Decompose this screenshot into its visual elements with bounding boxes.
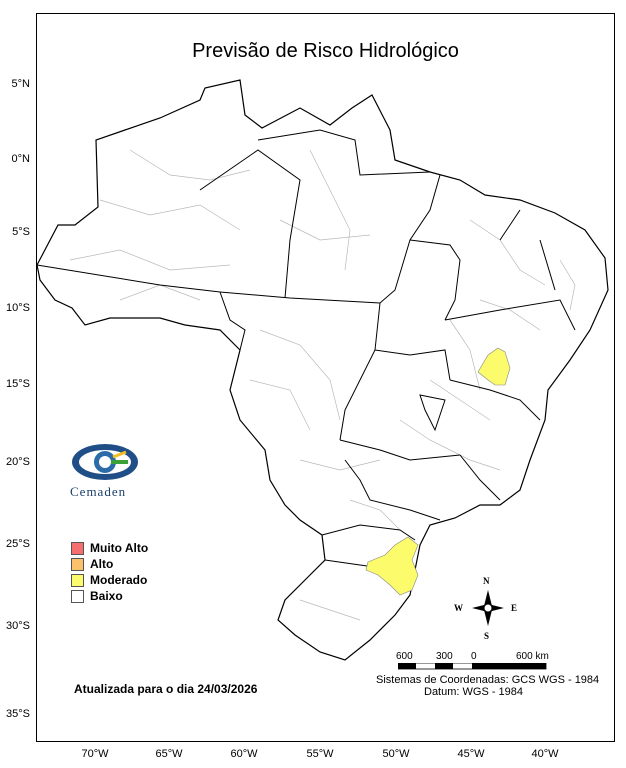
compass-s: S xyxy=(484,631,490,641)
scale-label: 600 km xyxy=(516,651,549,662)
lat-tick: 10°S xyxy=(6,302,30,314)
legend-label: Alto xyxy=(90,557,114,571)
legend-item: Moderado xyxy=(71,572,148,588)
lat-tick: 5°N xyxy=(11,78,30,90)
lon-tick: 50°W xyxy=(382,748,410,760)
scale-label: 600 xyxy=(396,651,413,662)
map-title: Previsão de Risco Hidrológico xyxy=(192,40,459,62)
logo-text: Cemaden xyxy=(70,484,127,499)
legend-item: Baixo xyxy=(71,588,148,604)
lon-tick: 65°W xyxy=(155,748,183,760)
compass-rose-icon xyxy=(472,590,504,626)
datum: Datum: WGS - 1984 xyxy=(424,686,524,698)
lon-tick: 45°W xyxy=(457,748,485,760)
lat-tick: 20°S xyxy=(6,456,30,468)
legend-item: Muito Alto xyxy=(71,540,148,556)
legend-label: Baixo xyxy=(90,589,123,603)
legend-label: Muito Alto xyxy=(90,541,149,555)
compass-e: E xyxy=(511,603,518,613)
lat-tick: 30°S xyxy=(6,620,30,632)
lat-tick: 0°N xyxy=(11,153,30,165)
compass-n: N xyxy=(483,576,490,586)
lon-tick: 60°W xyxy=(230,748,258,760)
updated-date: Atualizada para o dia 24/03/2026 xyxy=(74,682,258,696)
legend-swatch xyxy=(71,557,84,571)
compass-w: W xyxy=(454,603,463,613)
lon-tick: 40°W xyxy=(531,748,559,760)
legend-swatch xyxy=(71,573,84,587)
scale-label: 0 xyxy=(471,651,477,662)
lon-tick: 70°W xyxy=(81,748,109,760)
legend-item: Alto xyxy=(71,556,148,572)
legend-swatch xyxy=(71,589,84,603)
scale-label: 300 xyxy=(436,651,453,662)
coordinate-system: Sistemas de Coordenadas: GCS WGS - 1984 xyxy=(376,674,600,686)
lat-tick: 5°S xyxy=(12,226,30,238)
cemaden-eye-icon xyxy=(72,444,138,480)
coordinate-info: Sistemas de Coordenadas: GCS WGS - 1984 … xyxy=(376,674,606,698)
legend-label: Moderado xyxy=(90,573,148,587)
lon-tick: 55°W xyxy=(306,748,334,760)
lat-tick: 15°S xyxy=(6,378,30,390)
moderado-region-bahia xyxy=(477,347,511,386)
moderado-region-south xyxy=(365,536,419,596)
legend: Muito Alto Alto Moderado Baixo xyxy=(71,540,148,604)
brazil-outline xyxy=(36,79,609,661)
municipality-boundaries xyxy=(69,149,576,621)
lat-tick: 35°S xyxy=(6,708,30,720)
scale-bar xyxy=(398,663,547,670)
legend-swatch xyxy=(71,541,84,555)
lat-tick: 25°S xyxy=(6,538,30,550)
